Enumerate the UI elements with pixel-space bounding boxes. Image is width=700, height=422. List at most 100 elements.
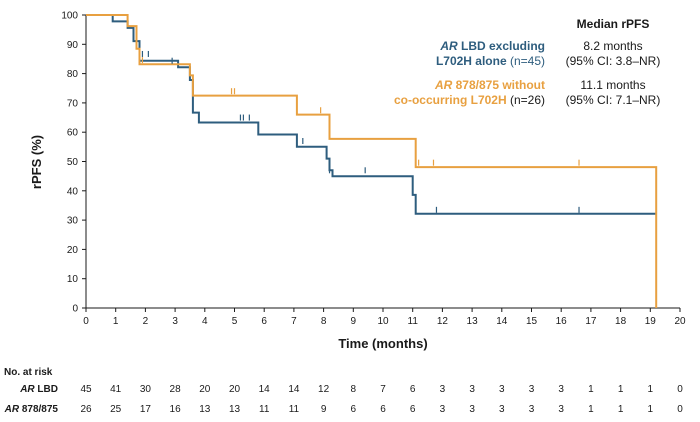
legend-entry-878-line2: co-occurring L702H (n=26) bbox=[394, 93, 545, 107]
legend-median-lbd-line1: 8.2 months bbox=[583, 39, 642, 53]
x-tick-label: 19 bbox=[645, 316, 657, 327]
x-tick-label: 4 bbox=[202, 316, 208, 327]
x-tick-label: 0 bbox=[83, 316, 89, 327]
at-risk-counts: 45 41 30 28 20 20 14 14 12 8 7 6 3 3 3 3 3 1 1 1 026 25 17 16 13… bbox=[80, 384, 683, 415]
x-tick-label: 12 bbox=[437, 316, 449, 327]
at-risk-count-lbd: 30 bbox=[140, 384, 152, 395]
at-risk-count-lbd: 7 bbox=[380, 384, 386, 395]
at-risk-count-cohort878: 3 bbox=[558, 404, 564, 415]
censor-marks bbox=[141, 50, 580, 213]
legend-median-878-line1: 11.1 months bbox=[580, 78, 645, 92]
x-tick-label: 8 bbox=[321, 316, 327, 327]
at-risk-count-lbd: 41 bbox=[110, 384, 122, 395]
y-tick-label: 10 bbox=[67, 274, 79, 285]
y-tick-label: 90 bbox=[67, 40, 79, 51]
y-tick-label: 60 bbox=[67, 128, 79, 139]
x-tick-label: 9 bbox=[351, 316, 357, 327]
at-risk-count-lbd: 20 bbox=[229, 384, 241, 395]
legend-entry-878-text1: 878/875 without bbox=[452, 78, 545, 92]
legend-entry-lbd-text2: L702H alone bbox=[436, 54, 507, 68]
legend-entry-878-italic: AR bbox=[434, 78, 453, 92]
at-risk-count-cohort878: 17 bbox=[140, 404, 152, 415]
legend-entry-878-line1: AR 878/875 without bbox=[434, 78, 545, 92]
at-risk-count-lbd: 3 bbox=[469, 384, 475, 395]
at-risk-count-cohort878: 6 bbox=[380, 404, 386, 415]
at-risk-count-cohort878: 3 bbox=[469, 404, 475, 415]
y-tick-label: 70 bbox=[67, 98, 79, 109]
x-tick-label: 13 bbox=[467, 316, 479, 327]
x-tick-label: 10 bbox=[377, 316, 389, 327]
at-risk-count-cohort878: 6 bbox=[410, 404, 416, 415]
x-tick-label: 14 bbox=[496, 316, 508, 327]
y-tick-label: 100 bbox=[61, 11, 78, 22]
y-tick-label: 80 bbox=[67, 69, 79, 80]
plot-area: 0 1 2 3 4 5 6 7 8 9 10 11 12 13 14 15 16 17 18 19 20 0102030… bbox=[61, 11, 686, 328]
at-risk-count-cohort878: 13 bbox=[199, 404, 211, 415]
at-risk-count-cohort878: 1 bbox=[588, 404, 594, 415]
at-risk-count-lbd: 14 bbox=[259, 384, 271, 395]
at-risk-count-cohort878: 3 bbox=[440, 404, 446, 415]
at-risk-count-lbd: 1 bbox=[588, 384, 594, 395]
legend-entry-lbd-line2: L702H alone (n=45) bbox=[436, 54, 545, 68]
at-risk-count-cohort878: 16 bbox=[170, 404, 182, 415]
x-tick-label: 2 bbox=[143, 316, 149, 327]
at-risk-count-cohort878: 1 bbox=[648, 404, 654, 415]
km-curve-lbd bbox=[86, 14, 657, 215]
km-curves bbox=[86, 14, 658, 308]
x-tick-label: 18 bbox=[615, 316, 627, 327]
at-risk-title: No. at risk bbox=[4, 367, 53, 378]
at-risk-row-lbd-rest: LBD bbox=[35, 384, 58, 395]
at-risk-count-lbd: 3 bbox=[440, 384, 446, 395]
at-risk-count-cohort878: 1 bbox=[618, 404, 624, 415]
y-axis-title: rPFS (%) bbox=[29, 135, 44, 189]
km-curve-cohort878 bbox=[86, 14, 658, 308]
at-risk-table: No. at risk AR LBD AR 878/875 45 41 30 28 20… bbox=[4, 367, 684, 415]
at-risk-count-cohort878: 3 bbox=[499, 404, 505, 415]
x-axis-title: Time (months) bbox=[338, 336, 427, 351]
legend-entry-lbd-line1: AR LBD excluding bbox=[439, 39, 545, 53]
y-tick-label: 30 bbox=[67, 216, 79, 227]
x-tick-label: 15 bbox=[526, 316, 538, 327]
at-risk-count-lbd: 3 bbox=[529, 384, 535, 395]
at-risk-count-lbd: 28 bbox=[170, 384, 182, 395]
legend-entry-878-text2: co-occurring L702H bbox=[394, 93, 507, 107]
y-axis-ticks: 0 10 20 30 40 50 60 70 80 90 100 bbox=[61, 11, 86, 315]
at-risk-count-lbd: 12 bbox=[318, 384, 330, 395]
at-risk-count-lbd: 8 bbox=[351, 384, 357, 395]
legend-median-878-line2: (95% CI: 7.1–NR) bbox=[566, 93, 661, 107]
at-risk-count-lbd: 1 bbox=[648, 384, 654, 395]
x-axis-ticks: 0 1 2 3 4 5 6 7 8 9 10 11 12 13 14 15 16 17 18 19 20 bbox=[83, 308, 686, 327]
at-risk-count-lbd: 3 bbox=[558, 384, 564, 395]
legend-entry-878-n: (n=26) bbox=[507, 93, 545, 107]
at-risk-count-lbd: 20 bbox=[199, 384, 211, 395]
x-tick-label: 3 bbox=[172, 316, 178, 327]
legend-entry-lbd-italic: AR bbox=[439, 39, 458, 53]
legend-header: Median rPFS bbox=[577, 17, 650, 31]
at-risk-count-cohort878: 6 bbox=[351, 404, 357, 415]
x-tick-label: 7 bbox=[291, 316, 297, 327]
x-tick-label: 5 bbox=[232, 316, 238, 327]
y-tick-label: 40 bbox=[67, 186, 79, 197]
at-risk-count-lbd: 14 bbox=[288, 384, 300, 395]
y-tick-label: 50 bbox=[67, 157, 79, 168]
at-risk-count-lbd: 1 bbox=[618, 384, 624, 395]
legend-entry-lbd-n: (n=45) bbox=[507, 54, 545, 68]
legend: Median rPFS AR LBD excluding L702H alone… bbox=[394, 17, 660, 107]
legend-median-lbd-line2: (95% CI: 3.8–NR) bbox=[566, 54, 661, 68]
at-risk-count-cohort878: 0 bbox=[677, 404, 683, 415]
at-risk-row-878-rest: 878/875 bbox=[19, 404, 58, 415]
at-risk-count-lbd: 3 bbox=[499, 384, 505, 395]
at-risk-row-lbd-italic: AR bbox=[19, 384, 35, 395]
at-risk-count-cohort878: 11 bbox=[289, 404, 300, 415]
at-risk-count-lbd: 6 bbox=[410, 384, 416, 395]
at-risk-row-878-label: AR 878/875 bbox=[4, 404, 59, 415]
legend-entry-lbd-text1: LBD excluding bbox=[458, 39, 545, 53]
x-tick-label: 11 bbox=[408, 316, 419, 327]
x-tick-label: 1 bbox=[113, 316, 119, 327]
y-tick-label: 0 bbox=[72, 304, 78, 315]
x-tick-label: 6 bbox=[261, 316, 267, 327]
at-risk-count-cohort878: 25 bbox=[110, 404, 122, 415]
at-risk-count-cohort878: 9 bbox=[321, 404, 327, 415]
at-risk-count-lbd: 45 bbox=[80, 384, 92, 395]
